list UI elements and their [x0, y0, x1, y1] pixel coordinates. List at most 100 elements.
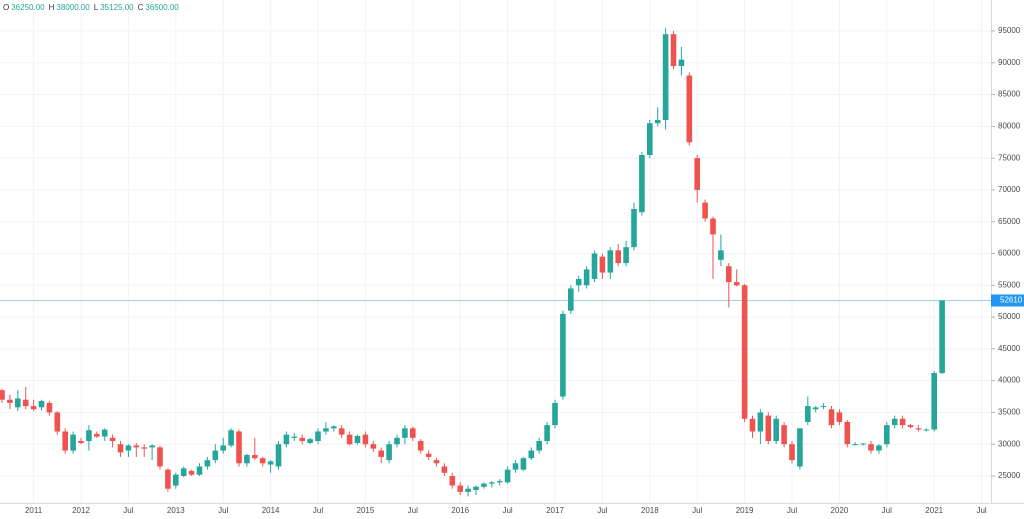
x-tick-label: 2012 — [72, 506, 90, 515]
candle-body — [891, 418, 898, 426]
candle-body — [694, 158, 700, 190]
candle-body — [338, 428, 345, 435]
x-tick-label: 2013 — [167, 506, 185, 515]
candle-body — [125, 445, 132, 451]
x-tick-label: 2015 — [357, 506, 375, 515]
x-tick-label: 2020 — [831, 506, 849, 515]
candle-body — [425, 453, 432, 457]
candle-body — [473, 486, 479, 490]
y-tick-label: 40000 — [998, 376, 1021, 385]
candle-body — [299, 437, 305, 442]
candle-body — [718, 250, 724, 260]
x-tick-label: Jul — [597, 506, 607, 515]
candle-body — [552, 402, 558, 426]
candle-body — [275, 444, 282, 467]
candle-body — [907, 425, 914, 428]
header-value: 35125.00 — [100, 3, 134, 12]
candle-body — [354, 435, 361, 443]
candle-body — [820, 406, 827, 408]
candle-body — [78, 441, 84, 443]
x-tick-label: Jul — [882, 506, 892, 515]
x-tick-label: 2014 — [262, 506, 280, 515]
candle-body — [481, 483, 487, 487]
candle-body — [180, 468, 187, 476]
candle-body — [362, 434, 369, 445]
candle-body — [599, 256, 606, 273]
candle-body — [22, 399, 29, 407]
y-tick-label: 45000 — [998, 344, 1021, 353]
candle-body — [931, 373, 937, 430]
ohlc-header: O 36250.00 H 38000.00 L 35125.00 C 36500.00 — [3, 3, 179, 12]
candle-body — [252, 455, 258, 459]
candle-body — [504, 469, 511, 483]
candle-body — [370, 444, 377, 449]
header-value: 36250.00 — [11, 3, 45, 12]
header-key: H — [49, 3, 55, 12]
x-tick-label: Jul — [692, 506, 702, 515]
candle-body — [591, 253, 598, 279]
candle-body — [836, 412, 843, 422]
header-value: 38000.00 — [56, 3, 90, 12]
header-key: L — [94, 3, 99, 12]
grid — [0, 0, 995, 503]
candle-body — [149, 445, 155, 448]
candle-body — [741, 285, 748, 419]
candle-body — [378, 450, 384, 457]
candle-body — [631, 209, 637, 248]
x-tick-label: 2019 — [736, 506, 754, 515]
candle-body — [702, 202, 708, 219]
candle-body — [844, 421, 851, 445]
candle-body — [228, 430, 234, 446]
x-tick-label: Jul — [218, 506, 228, 515]
candle-body — [662, 34, 669, 121]
x-tick-label: Jul — [976, 506, 986, 515]
candle-body — [30, 406, 37, 410]
y-tick-label: 30000 — [998, 439, 1021, 448]
candle-body — [259, 458, 266, 464]
x-tick-label: Jul — [123, 506, 133, 515]
x-tick-label: 2016 — [451, 506, 469, 515]
candle-body — [686, 75, 693, 143]
candle-body — [86, 430, 92, 442]
candle-body — [212, 450, 219, 461]
candle-body — [639, 154, 645, 213]
candle-body — [109, 437, 116, 442]
x-tick-label: 2018 — [641, 506, 659, 515]
candle-body — [157, 447, 163, 467]
candle-body — [133, 445, 140, 448]
candle-body — [457, 485, 463, 492]
y-tick-label: 65000 — [998, 217, 1021, 226]
candle-body — [544, 425, 550, 442]
candle-body — [512, 463, 519, 470]
candle-body — [520, 458, 527, 470]
candle-body — [15, 398, 21, 408]
last-price-tag — [991, 294, 1024, 307]
candle-body — [410, 428, 416, 438]
candle-body — [583, 269, 590, 286]
header-value: 36500.00 — [145, 3, 179, 12]
candle-body — [560, 313, 566, 397]
candle-body — [765, 415, 772, 442]
candle-body — [0, 390, 5, 400]
header-key: C — [138, 3, 144, 12]
y-tick-label: 95000 — [998, 26, 1021, 35]
candle-body — [575, 278, 582, 286]
x-tick-label: Jul — [787, 506, 797, 515]
candle-body — [805, 406, 811, 422]
y-tick-label: 80000 — [998, 121, 1021, 130]
x-tick-label: 2011 — [25, 506, 43, 515]
candle-body — [46, 402, 53, 413]
candle-body — [884, 425, 890, 445]
y-tick-label: 90000 — [998, 58, 1021, 67]
candle-body — [710, 218, 716, 235]
candle-body — [607, 250, 614, 273]
candle-body — [323, 428, 329, 432]
candle-body — [402, 428, 408, 438]
candle-body — [449, 475, 456, 486]
candle-body — [283, 434, 290, 445]
candle-body — [489, 482, 495, 484]
candle-body — [868, 444, 874, 451]
candle-body — [781, 425, 787, 445]
